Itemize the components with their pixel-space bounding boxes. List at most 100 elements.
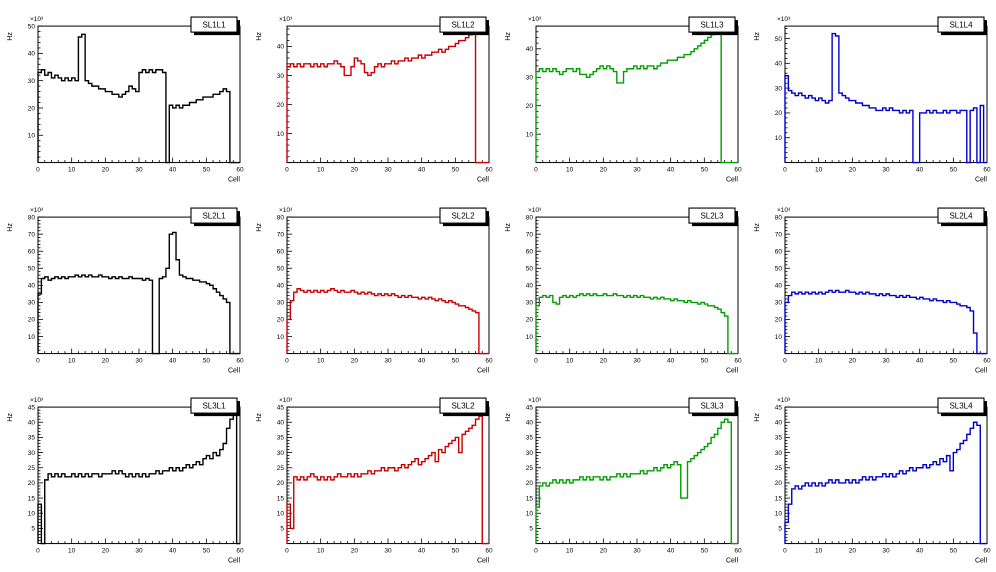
y-tick-label: 40: [28, 51, 36, 58]
histogram-line-SL2L4: [784, 289, 987, 354]
x-tick-label: 0: [783, 167, 787, 174]
x-tick-label: 50: [701, 167, 709, 174]
plot-SL1L3: 0 10 20 30 40 50 60 10 20 30 40 ×10³ Hz Cell SL1L3: [498, 0, 747, 191]
x-tick-label: 40: [169, 357, 177, 364]
histogram-line-SL3L4: [784, 421, 987, 545]
histogram-canvas-SL2L4: 0 10 20 30 40 50 60 10 20 30 40 50 60 70 80×10³ Hz Cell S…: [754, 207, 991, 375]
plot-frame: [286, 216, 490, 354]
x-tick-label: 20: [102, 167, 110, 174]
y-axis-multiplier: ×10³: [279, 16, 293, 23]
y-tick-label: 60: [277, 248, 285, 255]
x-axis-title: Cell: [228, 177, 240, 184]
y-tick-label: 10: [775, 333, 783, 340]
x-tick-label: 40: [916, 548, 924, 555]
histogram-line-SL2L2: [286, 287, 489, 354]
y-tick-label: 5: [280, 526, 284, 533]
plot-frame: [535, 25, 739, 164]
pave-box: [688, 16, 736, 33]
y-axis-title: Hz: [7, 413, 14, 422]
y-tick-label: 30: [277, 73, 285, 80]
y-axis-multiplier: ×10³: [777, 207, 791, 214]
y-tick-label: 10: [775, 511, 783, 518]
plot-frame: [784, 25, 988, 164]
plot-SL2L4: 0 10 20 30 40 50 60 10 20 30 40 50 60 70 80 ×10³ Hz Cell S…: [747, 190, 996, 382]
y-tick-label: 25: [28, 465, 36, 472]
plot-label: SL1L1: [202, 21, 226, 30]
y-tick-label: 80: [277, 214, 285, 221]
histogram-line-SL3L3: [535, 418, 738, 545]
y-tick-label: 15: [28, 496, 36, 503]
y-tick-label: 20: [775, 110, 783, 117]
y-tick-label: 45: [277, 405, 285, 412]
x-tick-label: 30: [384, 167, 392, 174]
histogram-canvas-SL2L2: 0 10 20 30 40 50 60 10 20 30 40 50 60 70 80×10³ Hz Cell S…: [256, 207, 493, 375]
y-tick-label: 10: [277, 333, 285, 340]
y-tick-label: 50: [28, 265, 36, 272]
plot-SL1L1: 0 10 20 30 40 50 60 10 20 30 40 50 ×10³ Hz Cell SL1L1: [0, 0, 249, 191]
y-axis-multiplier: ×10³: [777, 397, 791, 404]
y-axis-title: Hz: [256, 413, 263, 422]
y-axis-title: Hz: [7, 32, 14, 41]
x-tick-label: 40: [667, 548, 675, 555]
plot-SL2L1: 0 10 20 30 40 50 60 10 20 30 40 50 60 70 80 ×10³ Hz Cell S…: [0, 190, 249, 382]
x-axis-title: Cell: [975, 367, 987, 374]
pave-box: [937, 397, 985, 414]
x-tick-label: 50: [203, 167, 211, 174]
plot-frame: [535, 216, 739, 354]
pave-box: [937, 207, 985, 224]
x-tick-label: 40: [418, 167, 426, 174]
y-tick-label: 40: [526, 46, 534, 53]
y-axis-multiplier: ×10³: [30, 397, 44, 404]
x-tick-label: 60: [485, 167, 493, 174]
y-tick-label: 30: [28, 450, 36, 457]
x-axis-title: Cell: [975, 558, 987, 565]
x-tick-label: 50: [203, 548, 211, 555]
y-tick-label: 70: [526, 231, 534, 238]
y-tick-label: 40: [28, 420, 36, 427]
pave-box: [439, 16, 487, 33]
x-tick-label: 10: [815, 548, 823, 555]
y-tick-label: 60: [775, 248, 783, 255]
y-tick-label: 70: [277, 231, 285, 238]
y-tick-label: 80: [775, 214, 783, 221]
y-tick-label: 40: [526, 420, 534, 427]
x-tick-label: 0: [285, 548, 289, 555]
y-axis-title: Hz: [754, 32, 761, 41]
plot-label: SL2L3: [700, 211, 724, 220]
y-tick-label: 20: [277, 102, 285, 109]
x-tick-label: 60: [983, 548, 991, 555]
pave-box: [439, 207, 487, 224]
plot-frame: [784, 216, 988, 354]
y-tick-label: 70: [28, 231, 36, 238]
histogram-canvas-SL1L4: 0 10 20 30 40 50 60 10 20 30 40 50 ×10³ Hz Cell SL1L4: [754, 16, 991, 184]
x-axis-title: Cell: [477, 177, 489, 184]
y-tick-label: 35: [526, 435, 534, 442]
plot-frame: [535, 406, 739, 545]
y-axis-title: Hz: [754, 222, 761, 231]
plot-SL2L3: 0 10 20 30 40 50 60 10 20 30 40 50 60 70 80 ×10³ Hz Cell S…: [498, 190, 747, 382]
y-tick-label: 10: [28, 133, 36, 140]
plot-label: SL2L4: [949, 211, 973, 220]
x-tick-label: 20: [102, 548, 110, 555]
y-tick-label: 10: [526, 131, 534, 138]
y-axis-multiplier: ×10³: [30, 207, 44, 214]
y-tick-label: 30: [775, 299, 783, 306]
y-tick-label: 10: [28, 511, 36, 518]
y-axis-multiplier: ×10³: [30, 16, 44, 23]
x-tick-label: 20: [351, 167, 359, 174]
histogram-canvas-SL2L3: 0 10 20 30 40 50 60 10 20 30 40 50 60 70 80×10³ Hz Cell S…: [505, 207, 742, 375]
histogram-line-SL2L3: [535, 292, 738, 354]
y-tick-label: 25: [526, 465, 534, 472]
x-tick-label: 10: [317, 167, 325, 174]
y-tick-label: 20: [28, 481, 36, 488]
x-tick-label: 50: [452, 357, 460, 364]
pave-box: [190, 397, 238, 414]
x-tick-label: 10: [815, 167, 823, 174]
x-axis-title: Cell: [726, 367, 738, 374]
pave-box: [190, 16, 238, 33]
x-tick-label: 10: [317, 357, 325, 364]
histogram-canvas-SL1L3: 0 10 20 30 40 50 60 10 20 30 40 ×10³ Hz Cell SL1L3: [505, 16, 742, 184]
x-tick-label: 40: [667, 167, 675, 174]
y-tick-label: 30: [775, 85, 783, 92]
y-tick-label: 5: [529, 526, 533, 533]
